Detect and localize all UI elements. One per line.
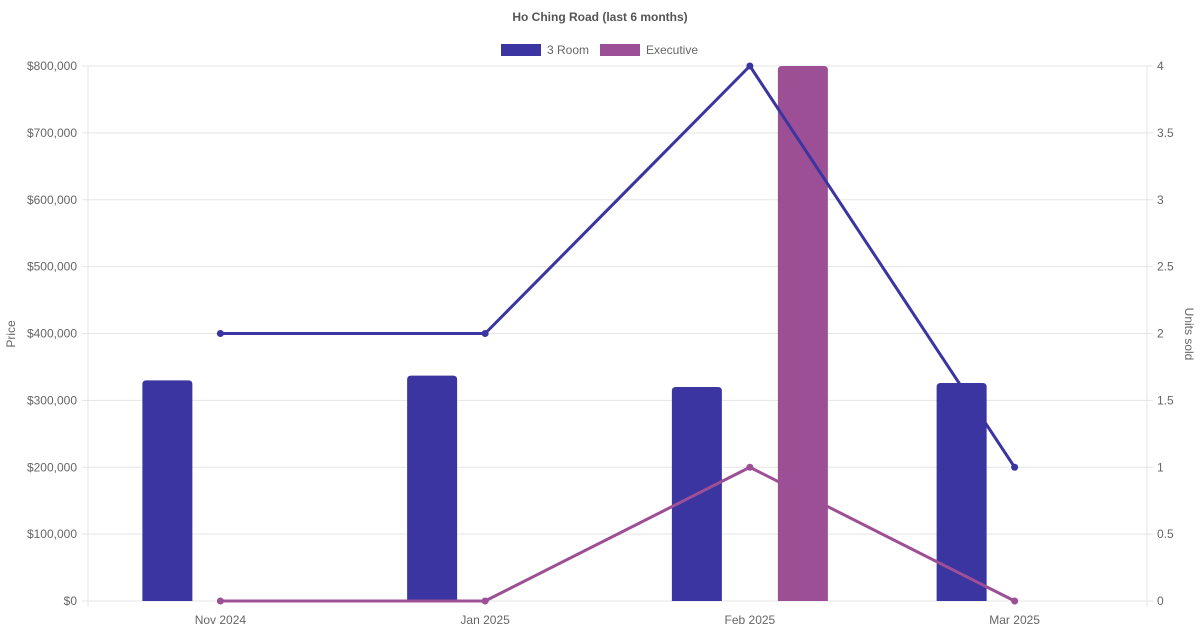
legend[interactable]: 3 Room Executive bbox=[501, 43, 698, 57]
lines bbox=[216, 62, 1019, 605]
right-tick-label: 1.5 bbox=[1157, 393, 1174, 407]
right-tick-label: 3.5 bbox=[1157, 126, 1174, 140]
left-tick-label: $600,000 bbox=[27, 193, 77, 207]
point-3-room bbox=[481, 330, 489, 337]
left-tick-label: $800,000 bbox=[27, 59, 77, 73]
bar-3-room bbox=[936, 382, 987, 601]
right-tick-label: 0.5 bbox=[1157, 527, 1174, 541]
legend-swatch-3-room bbox=[501, 44, 541, 56]
bar-3-room bbox=[142, 380, 193, 601]
right-axis-title: Units sold bbox=[1182, 308, 1196, 361]
point-3-room bbox=[1011, 463, 1019, 471]
x-tick-label: Feb 2025 bbox=[725, 613, 776, 627]
left-tick-label: $400,000 bbox=[27, 327, 77, 341]
x-tick-label: Nov 2024 bbox=[195, 613, 247, 627]
right-tick-label: 1 bbox=[1157, 460, 1164, 474]
point-3-room bbox=[746, 62, 754, 70]
left-tick-label: $200,000 bbox=[27, 460, 77, 474]
point-executive bbox=[481, 597, 489, 605]
legend-swatch-executive bbox=[600, 44, 640, 56]
point-executive bbox=[216, 597, 224, 605]
bar-3-room bbox=[407, 375, 458, 601]
line-3-room bbox=[220, 64, 1016, 469]
point-3-room bbox=[216, 330, 224, 337]
bar-executive bbox=[777, 66, 828, 601]
x-tick-label: Mar 2025 bbox=[989, 613, 1040, 627]
right-tick-label: 2.5 bbox=[1157, 260, 1174, 274]
point-executive bbox=[746, 463, 754, 471]
left-tick-label: $700,000 bbox=[27, 126, 77, 140]
left-axis-title: Price bbox=[4, 320, 18, 348]
bars bbox=[142, 66, 987, 601]
legend-label-3-room[interactable]: 3 Room bbox=[547, 43, 589, 57]
left-tick-label: $300,000 bbox=[27, 393, 77, 407]
gridlines bbox=[82, 65, 1153, 607]
right-tick-label: 4 bbox=[1157, 59, 1164, 73]
line-executive bbox=[220, 465, 1016, 603]
x-axis-ticks: Nov 2024 Jan 2025 Feb 2025 Mar 2025 bbox=[195, 613, 1041, 627]
chart-title: Ho Ching Road (last 6 months) bbox=[512, 10, 687, 24]
legend-label-executive[interactable]: Executive bbox=[646, 43, 698, 57]
x-tick-label: Jan 2025 bbox=[460, 613, 510, 627]
right-tick-label: 3 bbox=[1157, 193, 1164, 207]
left-tick-label: $500,000 bbox=[27, 260, 77, 274]
left-tick-label: $100,000 bbox=[27, 527, 77, 541]
right-axis-ticks: 0 0.5 1 1.5 2 2.5 3 3.5 4 bbox=[1157, 59, 1174, 608]
left-axis-ticks: $0 $100,000 $200,000 $300,000 $400,000 $500,0… bbox=[27, 59, 77, 608]
point-executive bbox=[1011, 597, 1019, 605]
right-tick-label: 0 bbox=[1157, 594, 1164, 608]
left-tick-label: $0 bbox=[64, 594, 78, 608]
right-tick-label: 2 bbox=[1157, 327, 1164, 341]
